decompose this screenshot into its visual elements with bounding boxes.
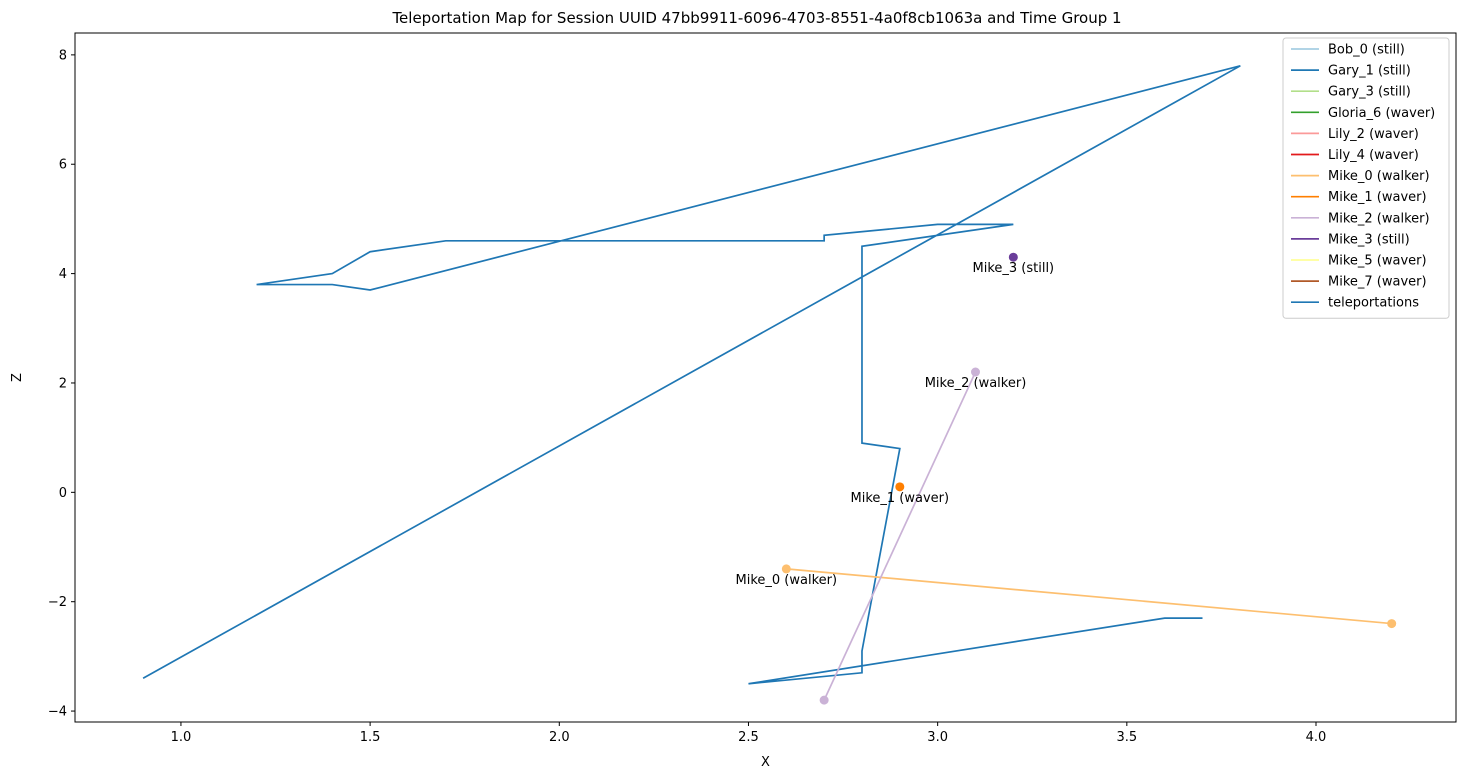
series-mike-0-walker [781,564,1397,629]
y-tick-label: −2 [48,595,67,610]
x-tick-label: 1.0 [171,730,192,745]
chart-title: Teleportation Map for Session UUID 47bb9… [391,9,1121,27]
legend-item: Mike_3 (still) [1291,232,1410,247]
legend-label: Bob_0 (still) [1328,43,1405,58]
legend-item: Mike_1 (waver) [1291,190,1427,205]
legend-item: Gary_1 (still) [1291,64,1411,79]
legend-item: Lily_2 (waver) [1291,127,1419,142]
legend-item: teleportations [1291,296,1419,311]
legend: Bob_0 (still) Gary_1 (still) Gary_3 (still… [1282,37,1450,319]
legend-label: teleportations [1328,296,1419,311]
legend-label: Mike_5 (waver) [1328,254,1427,269]
legend-item: Mike_0 (walker) [1291,169,1430,184]
series-line-mike-2-walker [823,371,977,701]
annotation-mike-0-walker: Mike_0 (walker) [736,573,838,588]
data-point-mike-0-walker [781,564,791,574]
series-layer [142,64,1397,705]
legend-item: Mike_7 (waver) [1291,275,1427,290]
series-line-teleportations [142,64,1241,685]
annotation-mike-3-still: Mike_3 (still) [972,261,1054,276]
x-tick-label: 1.5 [360,730,381,745]
legend-item: Bob_0 (still) [1291,43,1405,58]
data-point-mike-3-still [1008,252,1018,262]
legend-label: Lily_2 (waver) [1328,127,1419,142]
series-mike-3-still [1008,252,1018,262]
y-tick-label: −4 [48,705,67,720]
x-axis: 1.0 1.5 2.0 2.5 3.0 3.5 4.0 [171,722,1327,745]
data-point-mike-2-walker [970,367,980,377]
x-tick-label: 2.5 [738,730,759,745]
plot-area: Mike_0 (walker) Mike_1 (waver) Mike_2 (wal… [48,32,1457,745]
series-mike-2-walker [819,367,980,705]
legend-box [1282,37,1450,319]
legend-label: Mike_2 (walker) [1328,211,1430,226]
y-tick-label: 6 [59,158,67,173]
series-line-mike-0-walker [786,568,1392,625]
y-tick-label: 2 [59,376,67,391]
y-axis-label: Z [10,373,25,382]
y-tick-label: 8 [59,48,67,63]
legend-label: Mike_0 (walker) [1328,169,1430,184]
legend-label: Gloria_6 (waver) [1328,106,1435,121]
x-tick-label: 2.0 [549,730,570,745]
plot-frame [74,32,1457,723]
y-tick-label: 4 [59,267,67,282]
data-point-mike-2-walker [819,695,829,705]
data-point-mike-1-waver [895,482,905,492]
data-point-mike-0-walker [1387,619,1397,629]
legend-item: Gary_3 (still) [1291,85,1411,100]
legend-item: Gloria_6 (waver) [1291,106,1435,121]
annotation-layer: Mike_0 (walker) Mike_1 (waver) Mike_2 (wal… [736,261,1055,588]
y-axis: −4 −2 0 2 4 6 8 [48,48,75,720]
annotation-mike-1-waver: Mike_1 (waver) [851,491,950,506]
y-tick-label: 0 [59,486,67,501]
annotation-mike-2-walker: Mike_2 (walker) [925,376,1027,391]
legend-item: Mike_2 (walker) [1291,211,1430,226]
legend-label: Mike_3 (still) [1328,232,1410,247]
x-tick-label: 3.0 [927,730,948,745]
legend-label: Mike_1 (waver) [1328,190,1427,205]
legend-label: Mike_7 (waver) [1328,275,1427,290]
series-teleportations [142,64,1241,685]
legend-item: Mike_5 (waver) [1291,254,1427,269]
series-mike-1-waver [895,482,905,492]
x-tick-label: 3.5 [1116,730,1137,745]
legend-label: Lily_4 (waver) [1328,148,1419,163]
legend-label: Gary_1 (still) [1328,64,1411,79]
x-axis-label: X [761,755,770,770]
legend-label: Gary_3 (still) [1328,85,1411,100]
legend-item: Lily_4 (waver) [1291,148,1419,163]
x-tick-label: 4.0 [1306,730,1327,745]
